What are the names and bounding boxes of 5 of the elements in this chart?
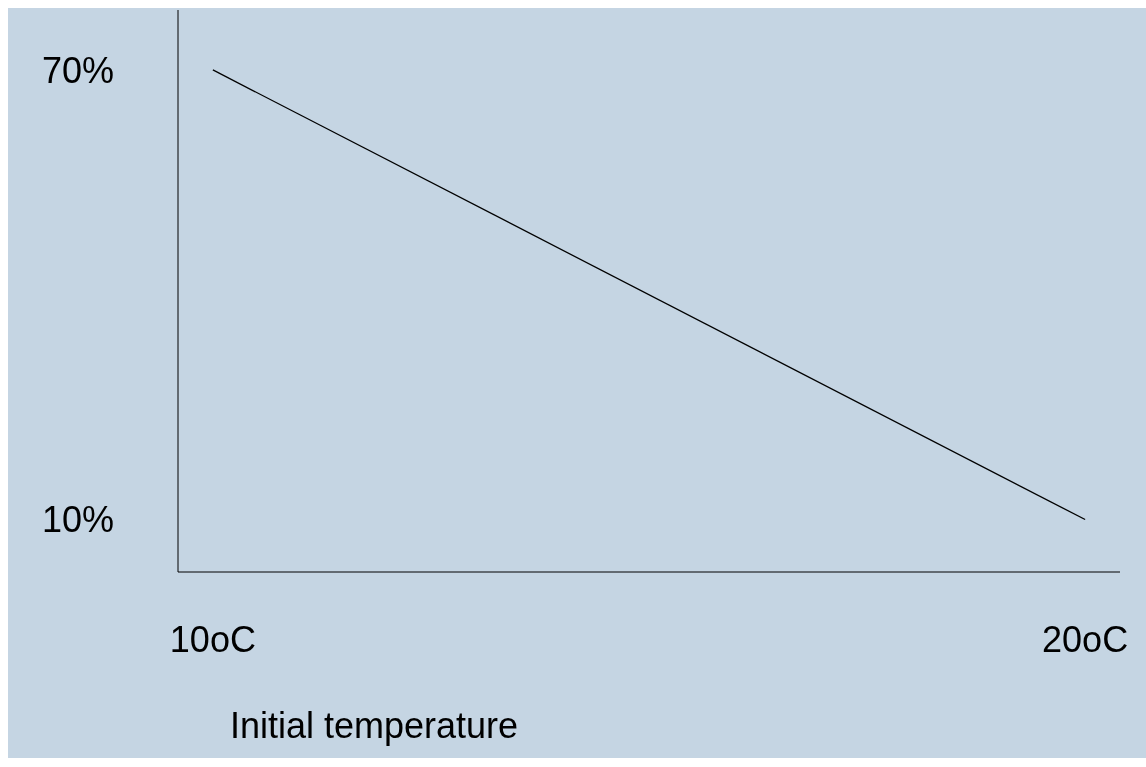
x-tick-label: 20oC <box>1042 618 1129 660</box>
y-tick-label: 10% <box>41 499 114 541</box>
x-axis-title: Initial temperature <box>229 705 519 746</box>
y-tick-label: 70% <box>41 49 114 91</box>
x-tick-label: 10oC <box>169 618 256 660</box>
